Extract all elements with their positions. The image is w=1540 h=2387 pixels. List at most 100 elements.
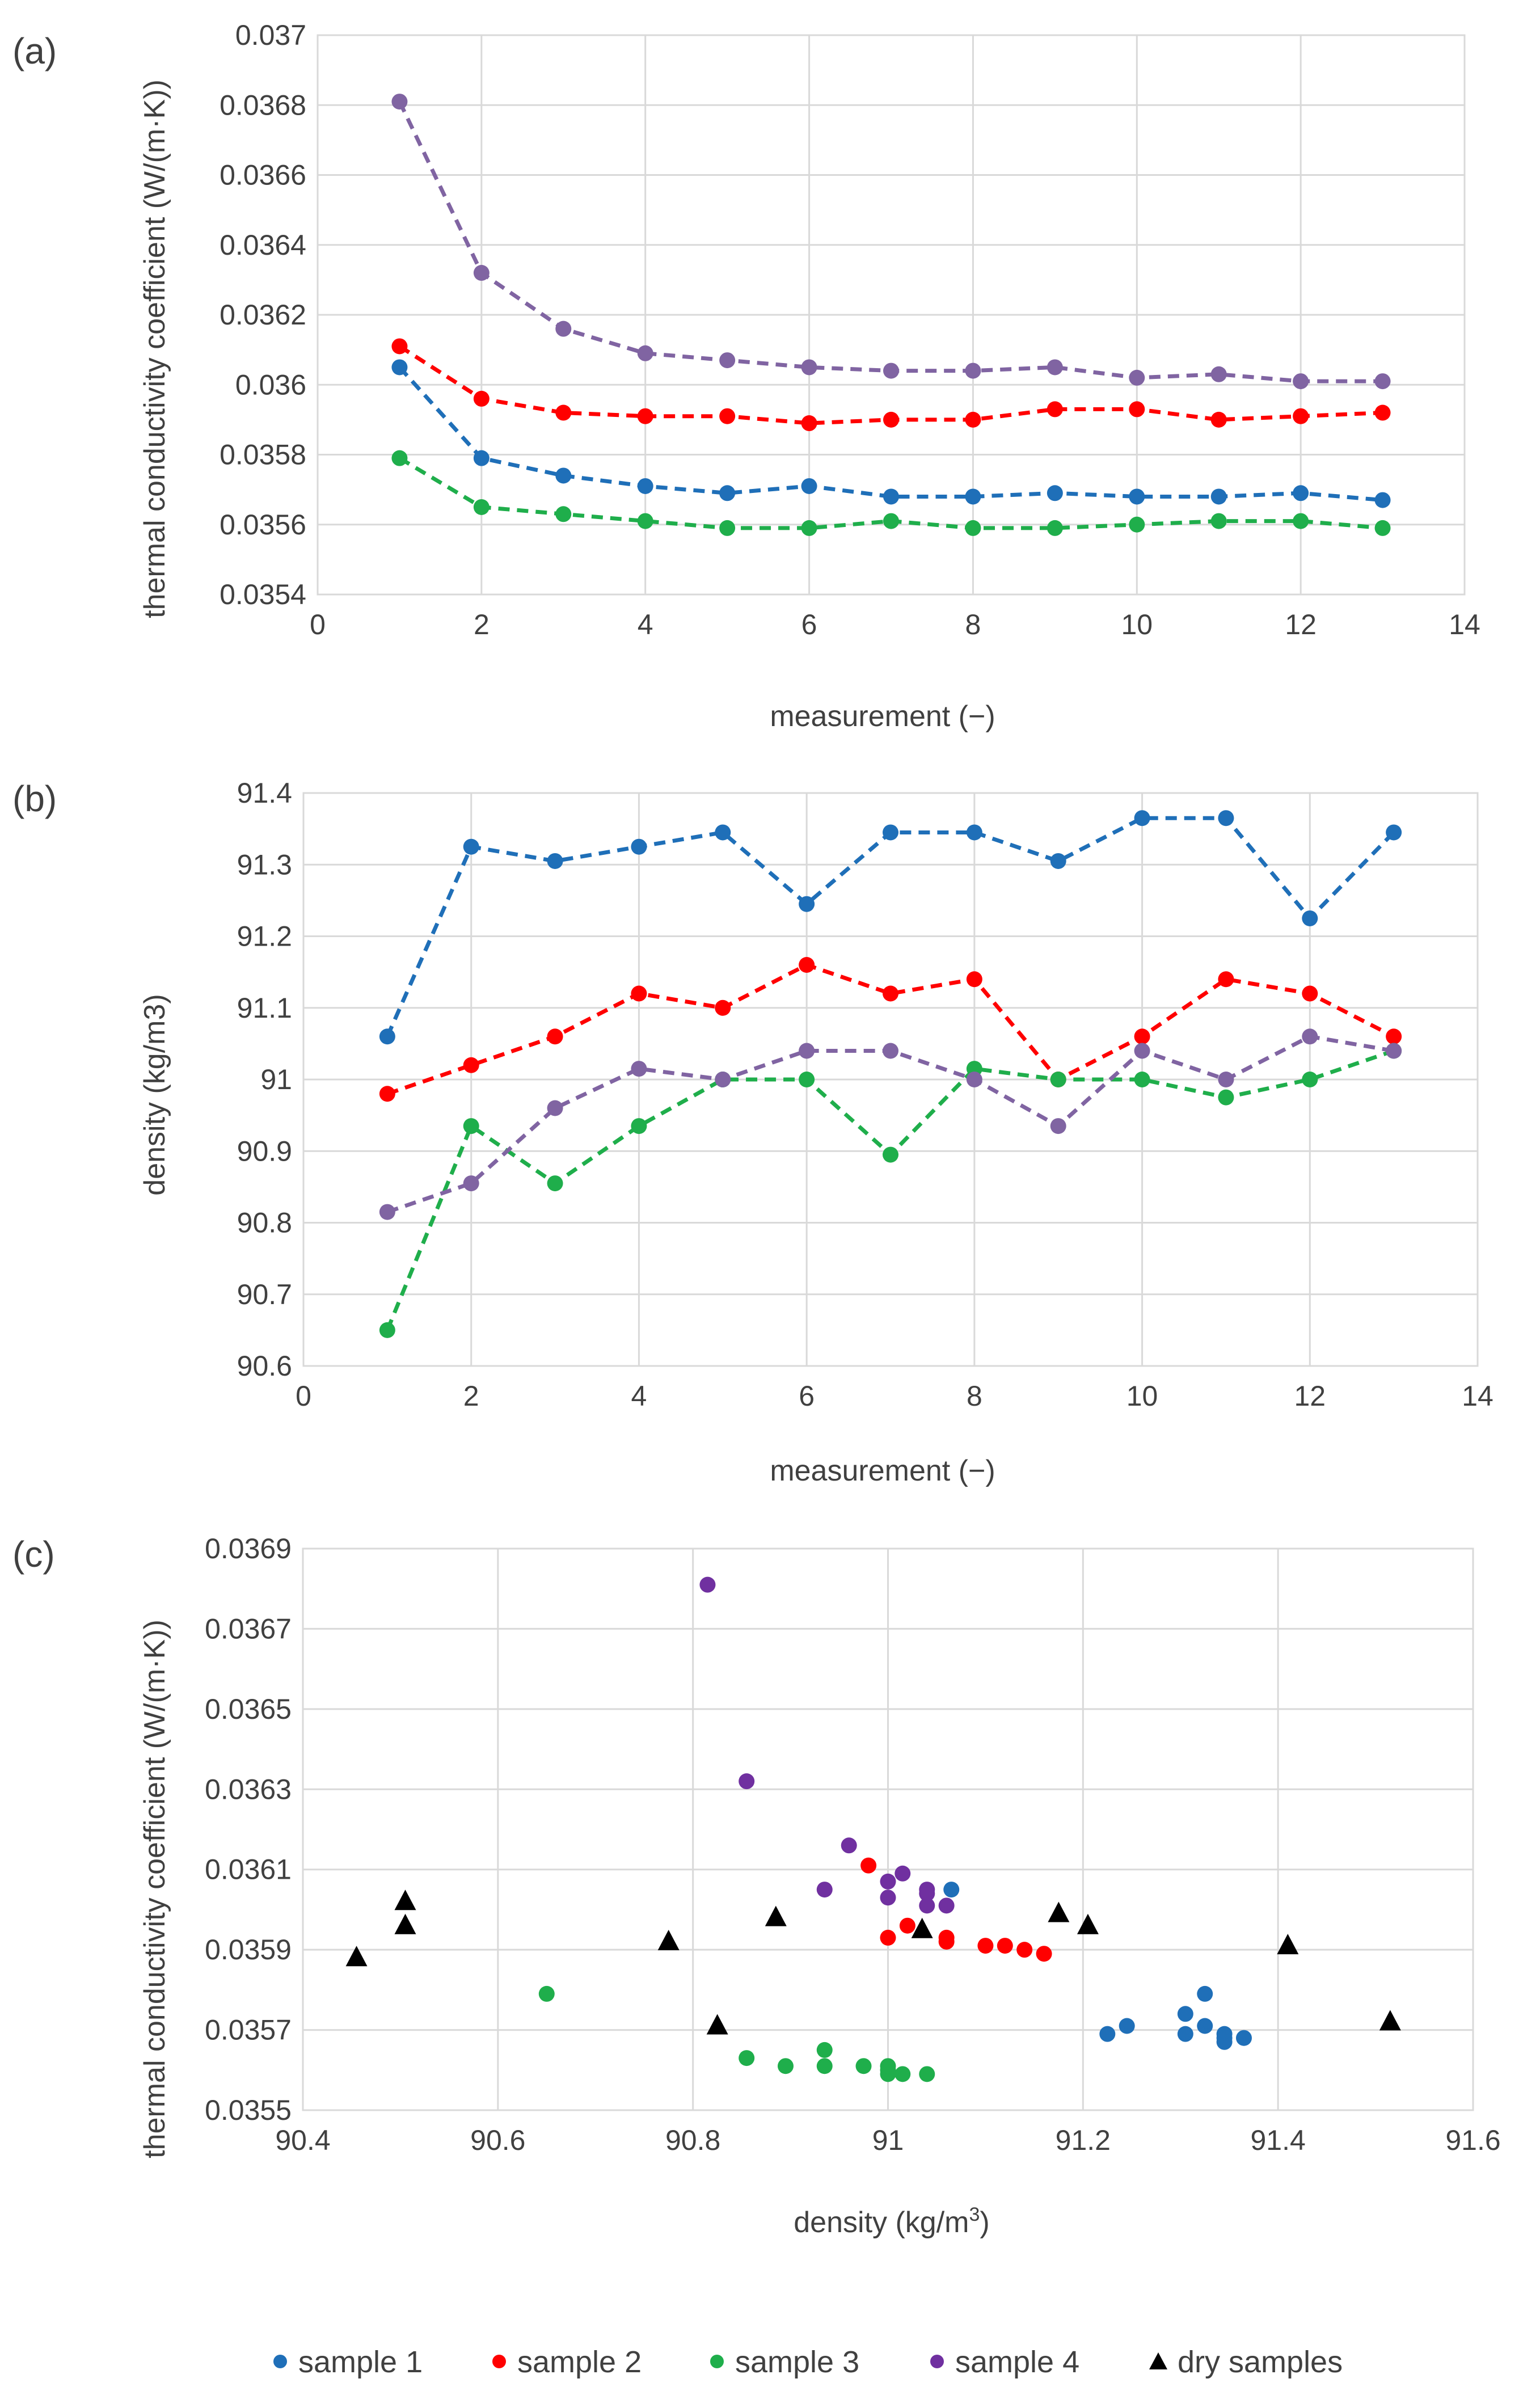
panel-a-point-sample-1 [883, 488, 899, 505]
panel-c-point-sample-2 [1016, 1942, 1033, 1958]
legend-marker-sample-1 [273, 2355, 287, 2368]
panel-b-point-sample-1 [631, 838, 647, 855]
panel-a-point-sample-1 [719, 485, 736, 501]
panel-c-y-tick-label: 0.0355 [205, 2094, 292, 2126]
panel-c-point-sample-3 [919, 2066, 935, 2082]
panel-a-point-sample-3 [1129, 516, 1145, 533]
panel-c-point-dry-samples [657, 1930, 680, 1950]
panel-a-plot-frame [317, 34, 1466, 596]
panel-c-x-axis-title-end: ) [980, 2206, 989, 2239]
panel-a-point-sample-3 [965, 520, 981, 536]
panel-c-point-dry-samples [345, 1946, 368, 1967]
panel-c-y-tick-label: 0.0361 [205, 1854, 292, 1886]
panel-a-x-tick-label: 8 [965, 609, 981, 640]
panel-c-y-tick-label: 0.0365 [205, 1693, 292, 1725]
panel-c-y-tick-label: 0.0359 [205, 1934, 292, 1966]
panel-a-series-sample-4 [391, 94, 1391, 390]
panel-a-point-sample-4 [637, 345, 653, 361]
panel-b-point-sample-3 [547, 1175, 563, 1192]
legend-item-sample-3: sample 3 [710, 2345, 859, 2379]
panel-b-y-tick-label: 91.3 [237, 849, 292, 880]
panel-c-point-sample-2 [1036, 1946, 1052, 1962]
panel-b-y-tick-label: 91.4 [237, 777, 292, 809]
panel-b-x-tick-label: 8 [967, 1380, 982, 1412]
panel-b-line-sample-3 [385, 1049, 1395, 1331]
panel-a-x-tick-label: 10 [1121, 609, 1153, 640]
legend: sample 1 sample 2 sample 3 sample 4 dry … [273, 2345, 1343, 2379]
panel-a-point-sample-4 [801, 359, 817, 376]
panel-a-point-sample-2 [965, 411, 981, 428]
panel-b-point-sample-4 [547, 1100, 563, 1116]
panel-b-point-sample-1 [883, 824, 898, 841]
panel-a-point-sample-1 [1129, 488, 1145, 505]
panel-b-line-sample-1 [385, 816, 1395, 1038]
panel-a-point-sample-3 [473, 499, 490, 515]
legend-label-sample-1: sample 1 [298, 2345, 423, 2379]
panel-b-point-sample-2 [547, 1028, 563, 1045]
panel-a-point-sample-4 [555, 320, 572, 337]
panel-b-point-sample-2 [799, 957, 815, 973]
panel-c-point-sample-1 [1235, 2030, 1252, 2046]
panel-c-series-sample-1 [943, 1882, 1252, 2050]
panel-c-series-sample-3 [538, 1985, 935, 2082]
panel-c-point-sample-2 [899, 1917, 915, 1934]
panel-c-point-sample-3 [855, 2058, 872, 2074]
panel-a-point-sample-4 [1210, 366, 1227, 382]
panel-c-x-tick-label: 91 [872, 2124, 904, 2156]
panel-a-y-tick-label: 0.0368 [220, 89, 306, 121]
panel-b-point-sample-3 [1050, 1072, 1066, 1087]
panel-c-point-sample-4 [880, 1873, 896, 1890]
panel-b-y-tick-label: 90.6 [237, 1350, 292, 1382]
panel-c-point-dry-samples [1048, 1901, 1070, 1922]
panel-a-line-sample-4 [398, 100, 1383, 383]
panel-c-point-dry-samples [706, 2014, 728, 2035]
panel-a-point-sample-2 [719, 408, 736, 424]
panel-a-point-sample-4 [883, 362, 899, 379]
panel-a-point-sample-1 [965, 488, 981, 505]
panel-c-thermal-conductivity-vs-density: (c) thermal conductivity coefficient (W/… [12, 1533, 1501, 2239]
panel-a-point-sample-2 [883, 411, 899, 428]
panel-a-label: (a) [12, 31, 57, 71]
panel-b-point-sample-1 [1386, 824, 1402, 841]
panel-a-point-sample-2 [801, 415, 817, 432]
panel-a-point-sample-3 [637, 513, 653, 529]
panel-b-point-sample-4 [715, 1072, 731, 1087]
panel-c-point-sample-4 [699, 1576, 716, 1593]
panel-a-point-sample-2 [391, 338, 408, 355]
panel-a-point-sample-3 [801, 520, 817, 536]
panel-c-point-sample-3 [895, 2066, 911, 2082]
panel-a-point-sample-1 [801, 478, 817, 494]
panel-c-point-dry-samples [1277, 1934, 1299, 1955]
panel-a-point-sample-4 [719, 352, 736, 369]
panel-a-y-tick-label: 0.036 [235, 369, 306, 400]
panel-a-point-sample-4 [473, 265, 490, 281]
panel-b-point-sample-2 [1218, 971, 1234, 988]
panel-b-point-sample-2 [883, 985, 898, 1002]
panel-c-point-sample-4 [739, 1773, 755, 1790]
panel-c-point-sample-2 [860, 1857, 877, 1874]
panel-a-y-tick-label: 0.0356 [220, 509, 306, 541]
panel-c-x-tick-label: 91.2 [1056, 2124, 1111, 2156]
panel-b-point-sample-3 [883, 1146, 898, 1163]
panel-a-point-sample-3 [555, 506, 572, 522]
panel-a-point-sample-3 [391, 450, 408, 466]
panel-b-y-tick-label: 90.7 [237, 1279, 292, 1310]
panel-b-y-axis-title: density (kg/m3) [138, 994, 171, 1195]
panel-a-point-sample-1 [1047, 485, 1063, 501]
panel-a-x-axis-title: measurement (−) [770, 700, 995, 733]
legend-label-sample-2: sample 2 [517, 2345, 642, 2379]
panel-b-point-sample-4 [1134, 1043, 1150, 1059]
panel-c-x-axis-title-superscript: 3 [969, 2204, 980, 2225]
panel-c-point-dry-samples [765, 1905, 787, 1926]
panel-b-point-sample-4 [1386, 1043, 1402, 1059]
panel-b-x-tick-label: 12 [1294, 1380, 1326, 1412]
panel-a-series-sample-3 [391, 450, 1391, 536]
panel-b-series-sample-4 [379, 1028, 1402, 1220]
panel-a-x-tick-label: 0 [310, 609, 326, 640]
panel-a-point-sample-1 [1210, 488, 1227, 505]
panel-b-point-sample-4 [379, 1204, 395, 1220]
panel-a-y-tick-label: 0.037 [235, 19, 306, 51]
panel-b-y-tick-label: 90.8 [237, 1207, 292, 1239]
panel-c-point-sample-4 [841, 1837, 857, 1854]
legend-item-sample-1: sample 1 [273, 2345, 423, 2379]
